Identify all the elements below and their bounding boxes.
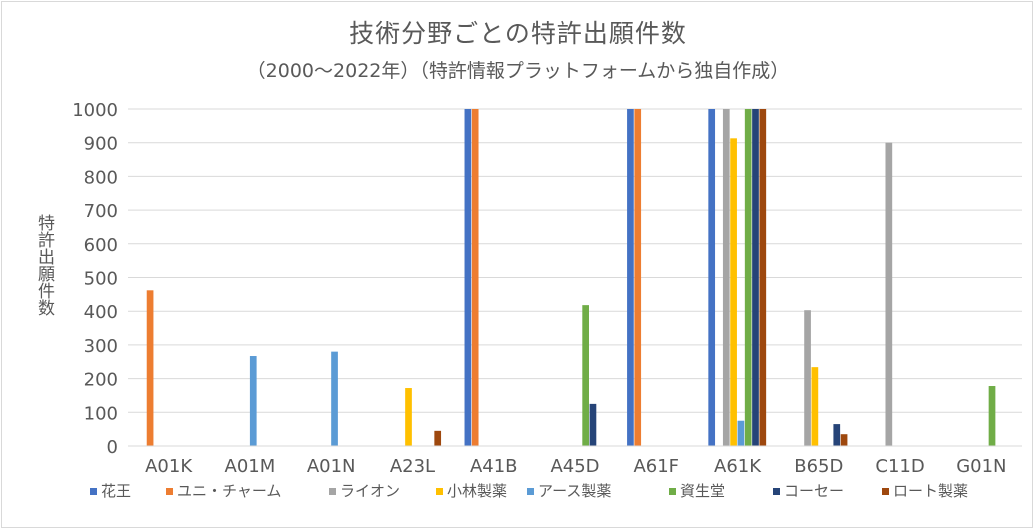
bar	[759, 109, 767, 446]
y-tick-label: 900	[84, 134, 118, 155]
bar	[840, 434, 848, 446]
bars	[146, 109, 996, 446]
bar	[146, 290, 154, 446]
bar	[708, 109, 716, 446]
bar	[405, 388, 412, 446]
chart-subtitle: （2000～2022年）（特許情報プラットフォームから独自作成）	[246, 60, 790, 82]
bar	[730, 138, 737, 446]
bar	[627, 109, 634, 446]
x-tick-label: A01K	[145, 456, 193, 477]
bar	[582, 305, 589, 446]
y-tick-label: 600	[84, 235, 118, 256]
bar	[434, 430, 442, 446]
y-tick-label: 100	[84, 403, 118, 424]
bar	[833, 424, 841, 446]
y-tick-label: 400	[84, 302, 118, 323]
bar	[744, 109, 752, 446]
x-tick-label: A23L	[390, 456, 435, 477]
y-tick-label: 700	[84, 201, 118, 222]
legend-label: ロート製薬	[893, 482, 968, 500]
legend-label: ライオン	[340, 482, 400, 500]
legend-label: コーセー	[784, 482, 844, 500]
legend-swatch	[882, 488, 889, 495]
bar	[589, 403, 597, 446]
x-tick-label: A61K	[714, 456, 762, 477]
x-tick-label: A45D	[550, 456, 599, 477]
bar	[249, 356, 257, 446]
x-tick-label: A01N	[307, 456, 356, 477]
x-tick-label: G01N	[956, 456, 1006, 477]
bar	[811, 367, 819, 446]
bar	[737, 420, 745, 446]
bar	[634, 109, 642, 446]
legend-swatch	[90, 488, 97, 495]
y-tick-label: 0	[107, 437, 118, 458]
y-tick-label: 300	[84, 336, 118, 357]
legend-label: 花王	[101, 482, 131, 500]
legend-label: 小林製薬	[447, 482, 507, 500]
x-axis-ticks: A01K A01M A01N A23L A41B A45D A61F A61K B65D C11D…	[145, 456, 1006, 477]
legend-label: アース製薬	[538, 482, 611, 500]
bar	[471, 109, 479, 446]
x-tick-label: C11D	[875, 456, 924, 477]
bar	[464, 109, 472, 446]
legend-swatch	[436, 488, 443, 495]
legend-swatch	[329, 488, 336, 495]
legend-label: ユニ・チャーム	[177, 482, 281, 500]
bar	[804, 310, 811, 446]
bar	[331, 351, 338, 446]
legend-swatch	[166, 488, 173, 495]
x-tick-label: A61F	[633, 456, 679, 477]
legend-label: 資生堂	[680, 482, 725, 500]
y-tick-label: 800	[84, 167, 118, 188]
gridlines	[128, 108, 1022, 413]
y-tick-label: 200	[84, 370, 118, 391]
y-axis-ticks: 0 100 200 300 400 500 600 700 800 900 1000	[72, 100, 118, 458]
legend-swatch	[669, 488, 676, 495]
chart-title: 技術分野ごとの特許出願件数	[349, 19, 687, 48]
y-tick-label: 1000	[72, 100, 118, 121]
y-axis-label: 特許出願件数	[34, 214, 54, 316]
x-tick-label: A41B	[470, 456, 518, 477]
bar	[988, 386, 996, 446]
bar	[885, 142, 893, 446]
legend-swatch	[527, 488, 534, 495]
legend-swatch	[773, 488, 780, 495]
x-tick-label: A01M	[225, 456, 276, 477]
y-tick-label: 500	[84, 269, 118, 290]
bar	[752, 109, 759, 446]
x-tick-label: B65D	[794, 456, 843, 477]
legend: 花王 ユニ・チャーム ライオン 小林製薬 アース製薬 資生堂 コーセー ロート製薬	[90, 482, 968, 500]
bar	[722, 109, 730, 446]
